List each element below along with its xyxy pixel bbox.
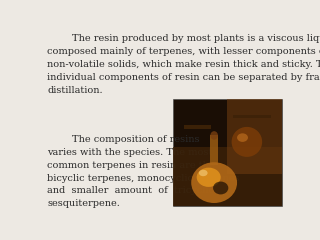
Bar — [173, 147, 282, 206]
Ellipse shape — [199, 170, 208, 176]
Bar — [233, 115, 271, 118]
Ellipse shape — [197, 168, 221, 187]
Bar — [227, 99, 282, 174]
Ellipse shape — [213, 181, 228, 194]
Text: The composition of resins
varies with the species. The most
common terpenes in r: The composition of resins varies with th… — [47, 135, 240, 208]
Ellipse shape — [210, 131, 218, 140]
Bar — [184, 125, 211, 129]
Bar — [173, 99, 282, 206]
Bar — [210, 135, 218, 165]
Ellipse shape — [232, 127, 262, 157]
Text: The resin produced by most plants is a viscous liquid,
composed mainly of terpen: The resin produced by most plants is a v… — [47, 34, 320, 95]
Ellipse shape — [237, 133, 248, 142]
Ellipse shape — [191, 162, 237, 203]
